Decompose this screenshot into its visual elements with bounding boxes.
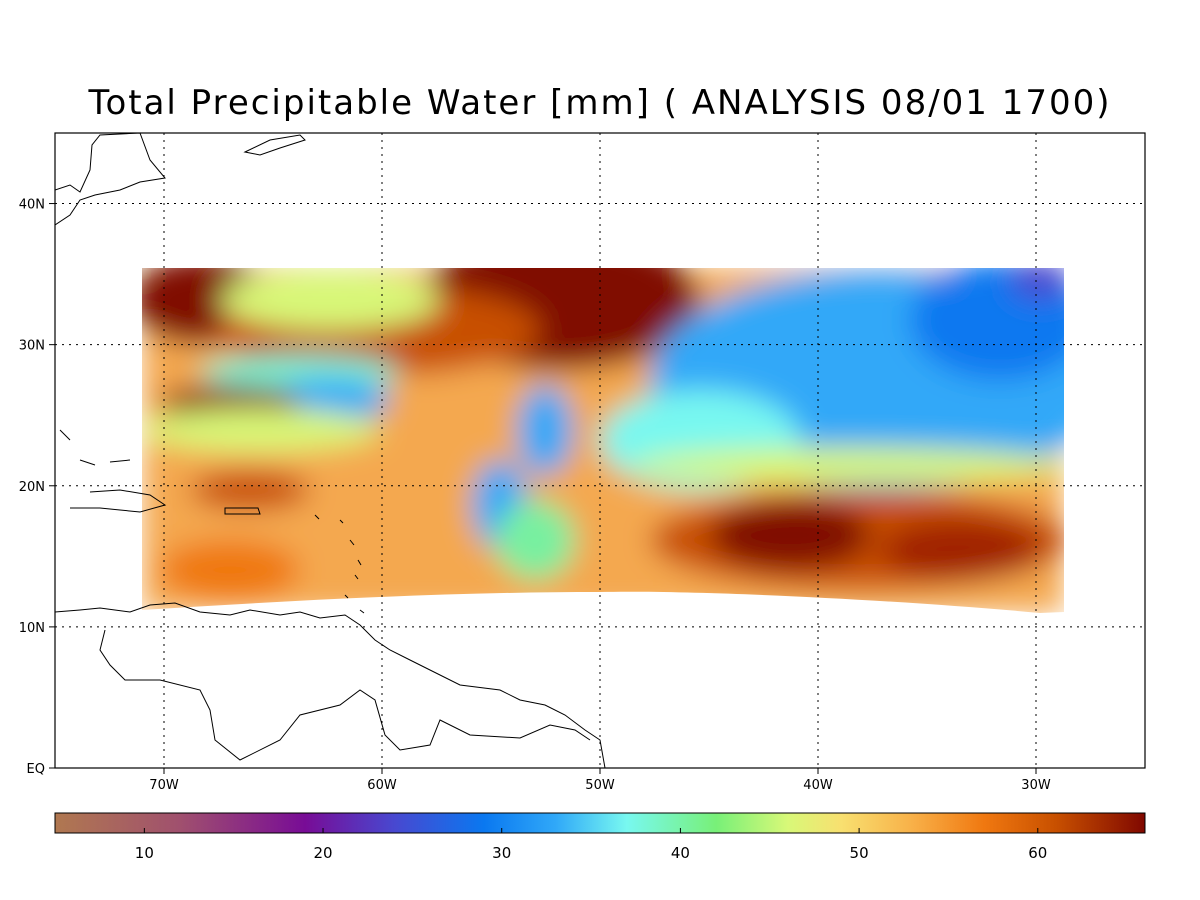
lat-tick-label: 10N	[19, 621, 45, 636]
colorbar-tick-label: 50	[850, 844, 869, 862]
coast-north-america	[55, 133, 166, 226]
field-dry-tongue-north	[517, 385, 573, 475]
colorbar-tick-label: 30	[492, 844, 511, 862]
chart-title: Total Precipitable Water [mm] ( ANALYSIS…	[87, 83, 1111, 123]
field-caribbean-south	[160, 540, 300, 600]
coast-hispaniola	[70, 489, 167, 513]
map-area	[55, 133, 1145, 768]
lon-tick-label: 70W	[149, 778, 179, 793]
field-transition	[630, 447, 1064, 483]
coast-antilles	[314, 514, 365, 614]
coastlines	[55, 133, 606, 768]
graticule	[55, 133, 1145, 768]
field-itcz-core	[710, 500, 870, 570]
lat-tick-label: EQ	[27, 762, 45, 777]
field-itcz-east	[880, 520, 1040, 580]
field-driest	[1010, 268, 1064, 300]
tpw-field	[142, 268, 1064, 613]
field-yellow-streak	[142, 408, 380, 452]
lat-tick-label: 30N	[19, 339, 45, 354]
coast-bahamas	[59, 429, 131, 466]
colorbar-tick-label: 10	[135, 844, 154, 862]
lon-tick-label: 30W	[1021, 778, 1051, 793]
colorbar-tick-labels: 10 20 30 40 50 60	[135, 828, 1047, 862]
field-yellowgreen	[220, 270, 440, 330]
coast-puerto-rico	[224, 507, 261, 515]
colorbar-tick-label: 20	[313, 844, 332, 862]
coast-south-america	[55, 602, 606, 768]
colorbar: 10 20 30 40 50 60	[54, 812, 1146, 862]
latitude-tick-labels: EQ 10N 20N 30N 40N	[19, 198, 55, 777]
lon-tick-label: 40W	[803, 778, 833, 793]
coast-nova-scotia	[243, 134, 306, 156]
longitude-tick-labels: 70W 60W 50W 40W 30W	[149, 768, 1051, 793]
colorbar-tick-label: 60	[1028, 844, 1047, 862]
lat-tick-label: 40N	[19, 198, 45, 213]
lat-tick-label: 20N	[19, 480, 45, 495]
lon-tick-label: 60W	[367, 778, 397, 793]
lon-tick-label: 50W	[585, 778, 615, 793]
coast-south-america-interior	[99, 629, 591, 761]
field-green-tongue	[495, 500, 575, 580]
field-caribbean-moist	[190, 470, 310, 510]
colorbar-tick-label: 40	[671, 844, 690, 862]
colorbar-gradient	[54, 812, 1146, 834]
